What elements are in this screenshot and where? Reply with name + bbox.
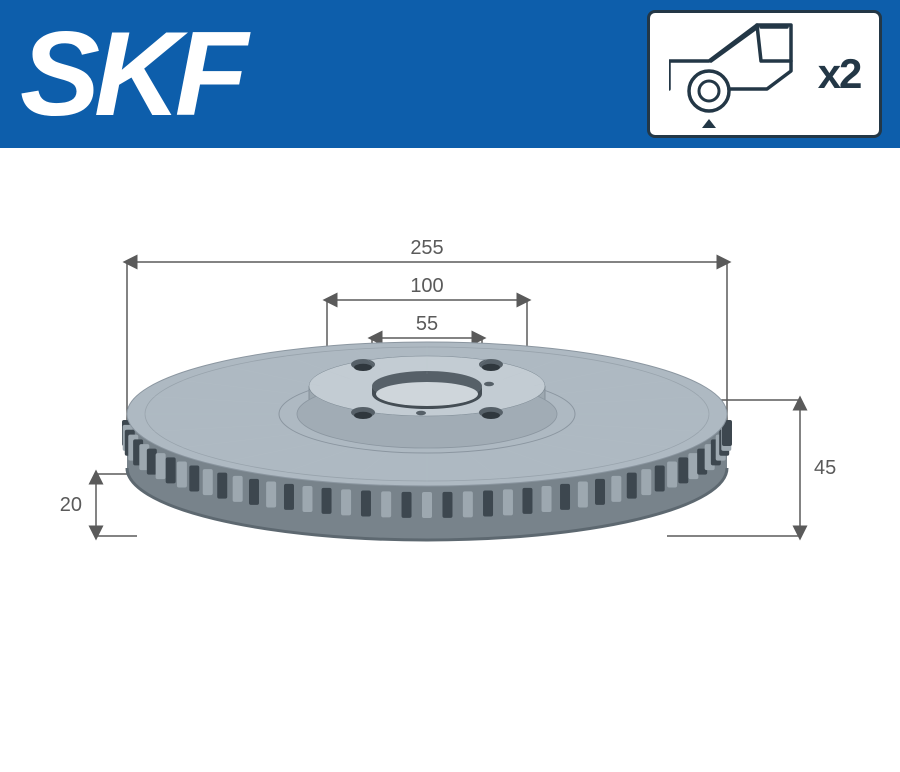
svg-text:20: 20 (60, 494, 82, 516)
svg-text:100: 100 (410, 275, 443, 297)
skf-logo: SKF (20, 5, 242, 143)
brake-disc (122, 342, 732, 540)
svg-text:255: 255 (410, 237, 443, 259)
drawing-svg: 255 100 55 45 20 (0, 148, 900, 772)
car-wheel-icon (669, 19, 797, 129)
header-bar: SKF x2 (0, 0, 900, 148)
quantity-text: x2 (818, 50, 861, 98)
svg-text:55: 55 (416, 313, 438, 335)
svg-text:45: 45 (814, 457, 836, 479)
technical-drawing: 255 100 55 45 20 (0, 148, 900, 772)
quantity-badge: x2 (647, 10, 882, 138)
